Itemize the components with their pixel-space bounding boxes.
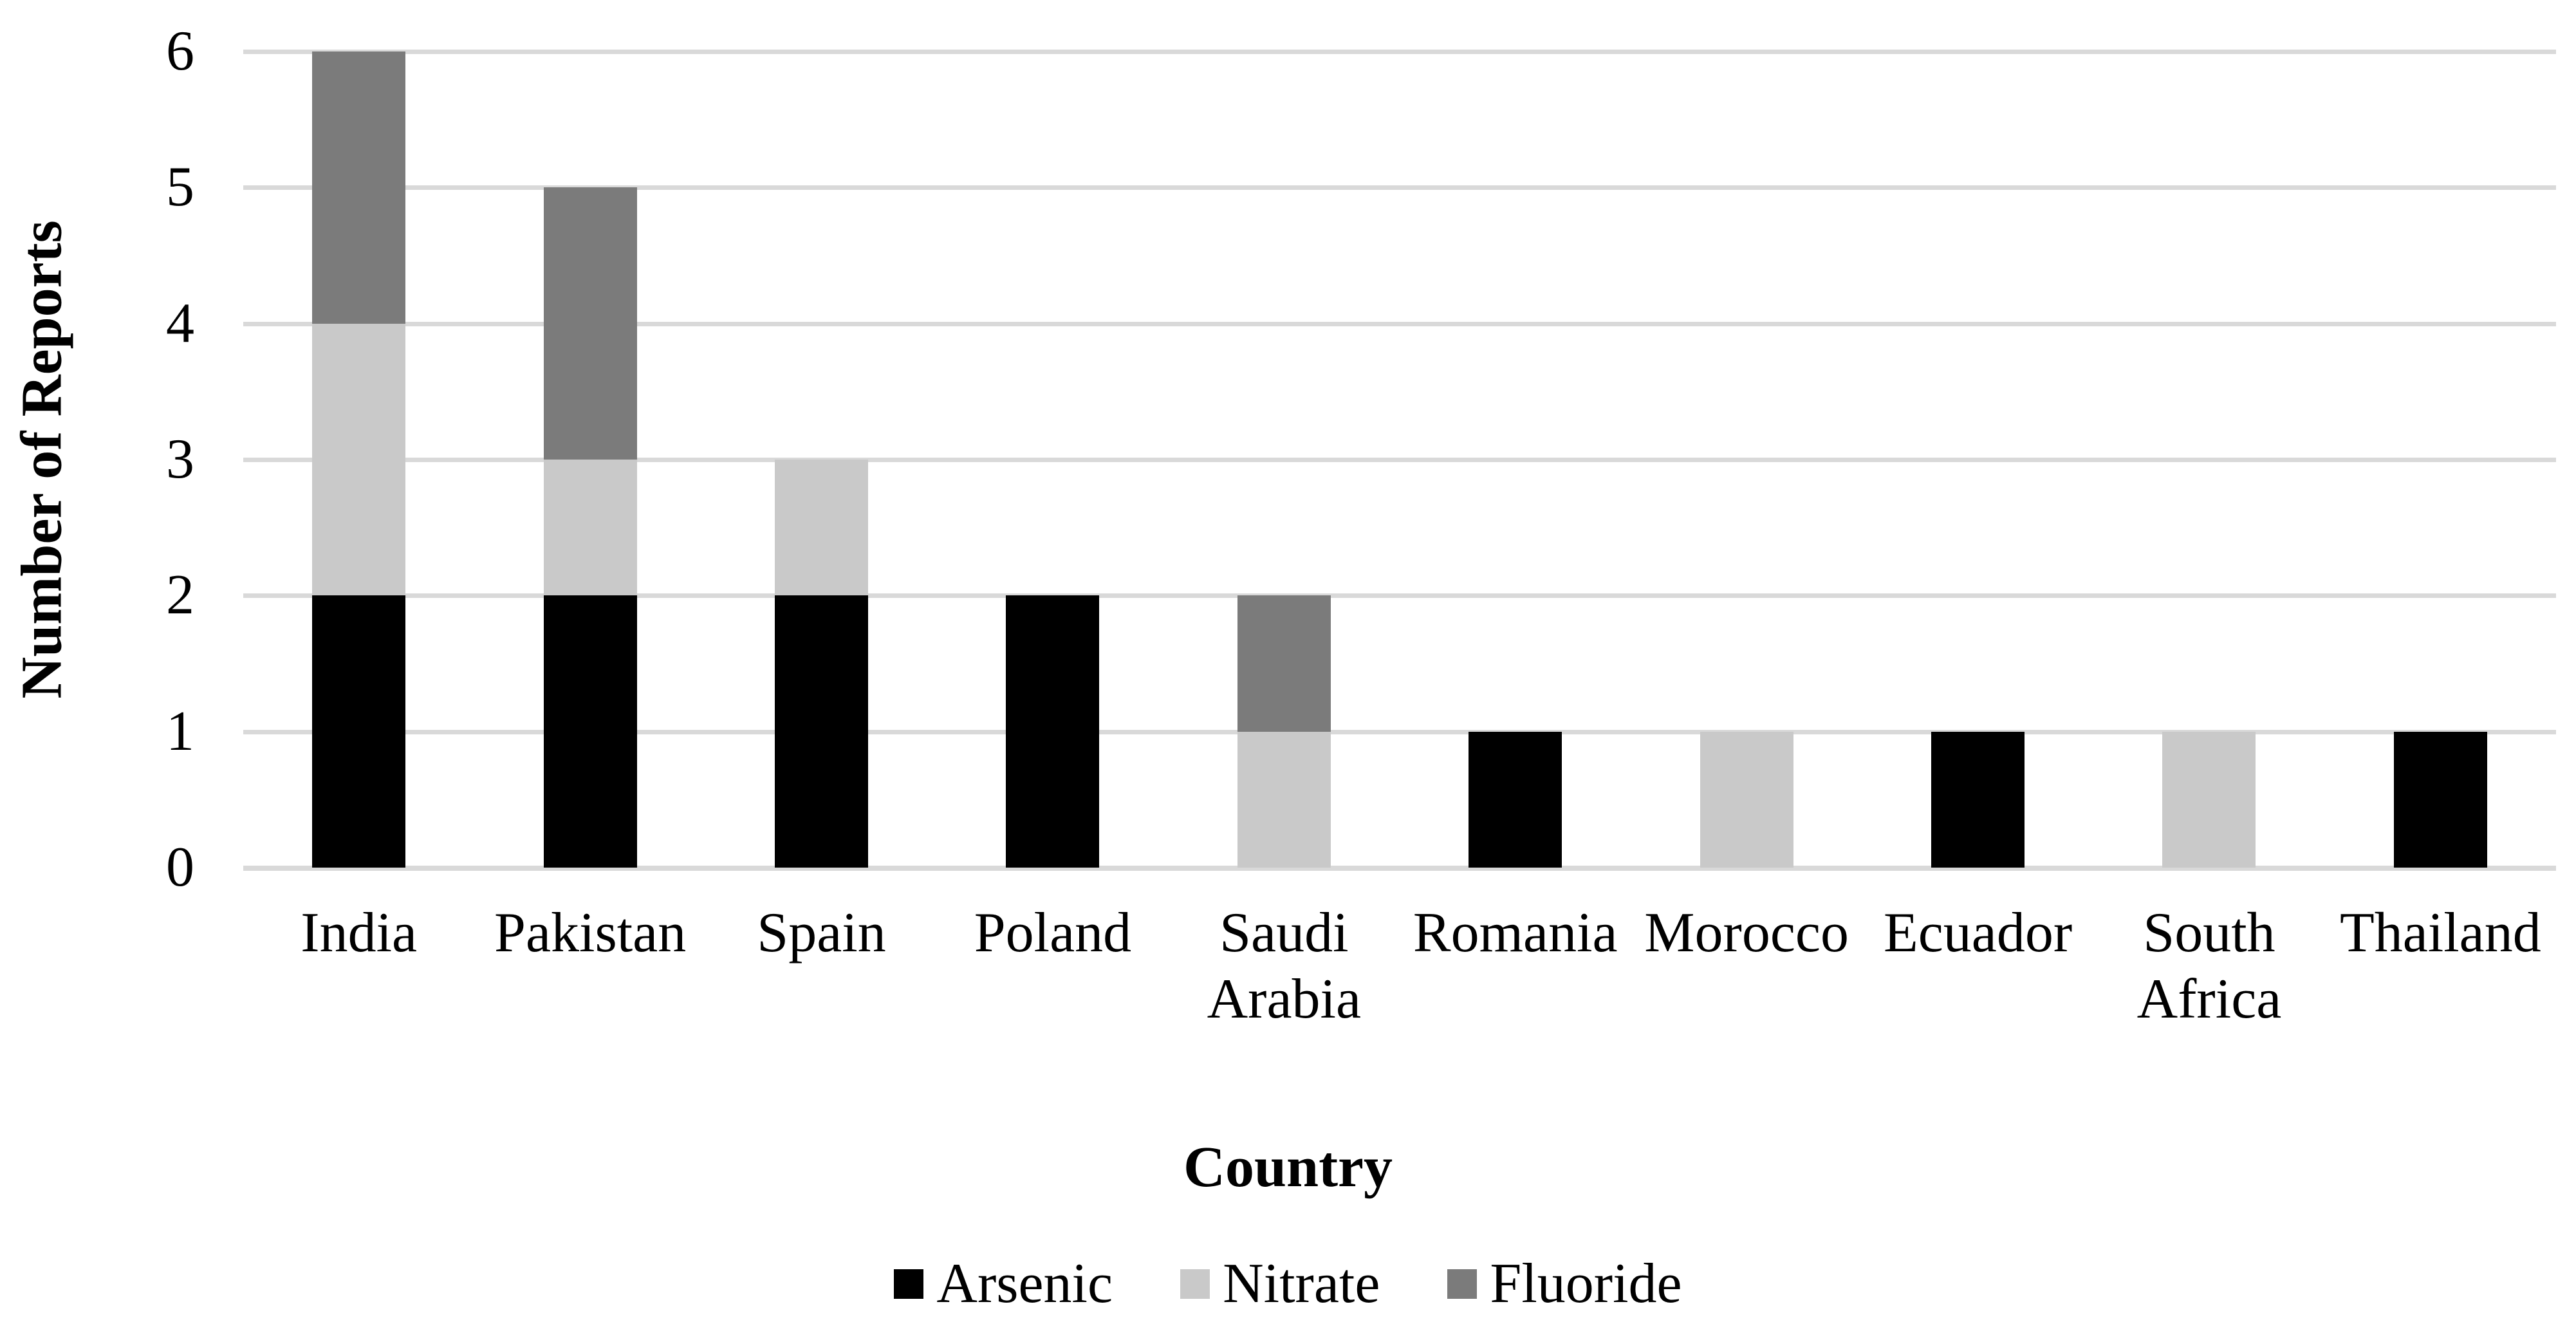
bar-segment-nitrate: [312, 323, 406, 596]
bar-segment-fluoride: [312, 51, 406, 324]
legend-label: Nitrate: [1223, 1252, 1380, 1315]
legend-item-arsenic: Arsenic: [894, 1252, 1113, 1316]
bar-segment-nitrate: [775, 460, 868, 596]
bar-segment-nitrate: [543, 460, 637, 596]
gridline: [243, 458, 2556, 462]
category-label: Ecuador: [1883, 902, 2073, 964]
bar-segment-arsenic: [543, 595, 637, 868]
x-axis-baseline: [243, 866, 2556, 871]
y-axis-tick-label: 2: [166, 564, 194, 627]
category-label: Thailand: [2339, 902, 2541, 964]
category-label: Spain: [757, 902, 886, 964]
bar-segment-nitrate: [1237, 731, 1331, 868]
y-axis-tick-label: 6: [166, 20, 194, 82]
legend-label: Arsenic: [936, 1252, 1113, 1315]
category-label: Morocco: [1644, 902, 1849, 964]
legend-swatch-nitrate: [1180, 1269, 1210, 1299]
legend: Arsenic Nitrate Fluoride: [0, 1252, 2576, 1316]
bar-segment-nitrate: [1700, 731, 1793, 868]
gridline: [243, 321, 2556, 326]
bar-segment-nitrate: [2162, 731, 2256, 868]
y-axis-tick-label: 1: [166, 700, 194, 763]
y-axis-tick-label: 3: [166, 428, 194, 490]
legend-swatch-arsenic: [894, 1269, 924, 1299]
bar-segment-arsenic: [312, 595, 406, 868]
y-axis-tick-label: 5: [166, 156, 194, 219]
category-label: Saudi Arabia: [1207, 902, 1362, 1030]
category-label: India: [301, 902, 418, 964]
category-label: Pakistan: [494, 902, 687, 964]
category-label: Romania: [1413, 902, 1618, 964]
category-label: South Africa: [2136, 902, 2282, 1030]
bar-segment-arsenic: [2393, 731, 2487, 868]
bar-segment-fluoride: [543, 187, 637, 460]
bar-segment-arsenic: [1006, 595, 1100, 868]
category-label: Poland: [974, 902, 1132, 964]
x-axis-title: Country: [1183, 1135, 1393, 1199]
bar-segment-arsenic: [1931, 731, 2025, 868]
gridline: [243, 185, 2556, 191]
y-axis-tick-labels: 0 1 2 3 4 5 6: [0, 20, 194, 898]
legend-swatch-fluoride: [1447, 1269, 1478, 1299]
y-axis-tick-label: 0: [166, 836, 194, 898]
legend-item-fluoride: Fluoride: [1447, 1252, 1682, 1316]
y-axis-tick-label: 4: [166, 292, 194, 355]
gridline: [243, 50, 2556, 54]
bar-segment-arsenic: [1469, 731, 1562, 868]
gridline: [243, 729, 2556, 734]
x-axis-category-labels: India Pakistan Spain Poland Saudi Arabia Roma…: [243, 900, 2556, 1032]
gridline: [243, 593, 2556, 599]
legend-label: Fluoride: [1490, 1252, 1682, 1315]
plot-area: [243, 50, 2556, 871]
legend-item-nitrate: Nitrate: [1180, 1252, 1380, 1316]
bar-segment-fluoride: [1237, 595, 1331, 732]
bar-segment-arsenic: [775, 595, 868, 868]
